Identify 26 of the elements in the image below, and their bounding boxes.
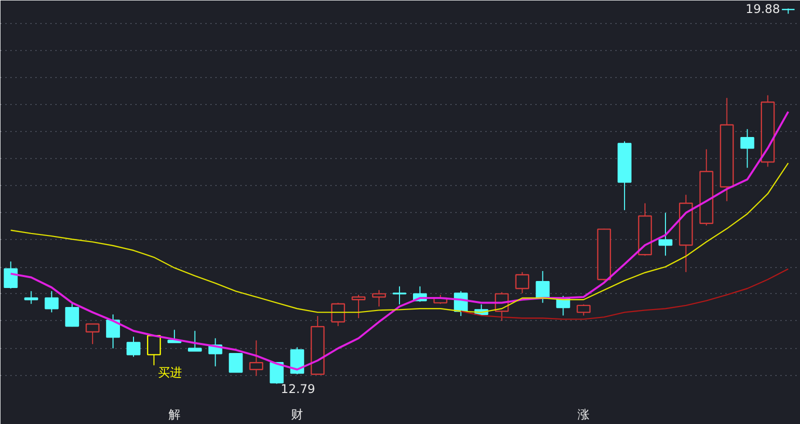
candlestick <box>536 270 550 304</box>
x-tick-label: 财 <box>291 408 304 422</box>
candlestick <box>740 128 754 168</box>
candlestick <box>24 290 38 304</box>
x-tick-label: 解 <box>168 408 180 422</box>
candlestick <box>352 294 366 319</box>
candlestick <box>65 302 80 328</box>
candlestick <box>515 272 530 294</box>
annotation: 买进 <box>158 365 182 380</box>
candlestick <box>290 346 304 375</box>
candlestick <box>126 336 140 358</box>
candlestick <box>228 353 243 373</box>
annotation: 12.79 <box>280 382 316 396</box>
candlestick <box>44 290 59 313</box>
candlestick <box>576 304 591 316</box>
x-tick-label: 涨 <box>578 408 590 422</box>
candlestick <box>188 330 202 352</box>
candlestick <box>372 290 386 307</box>
candlestick <box>658 212 672 256</box>
candlestick <box>392 286 406 305</box>
annotation: 19.88 <box>746 2 780 16</box>
candlestick <box>86 323 100 345</box>
candlestick <box>4 261 18 289</box>
candlestick <box>106 314 120 349</box>
candlestick <box>249 340 264 376</box>
candlestick <box>147 335 161 366</box>
